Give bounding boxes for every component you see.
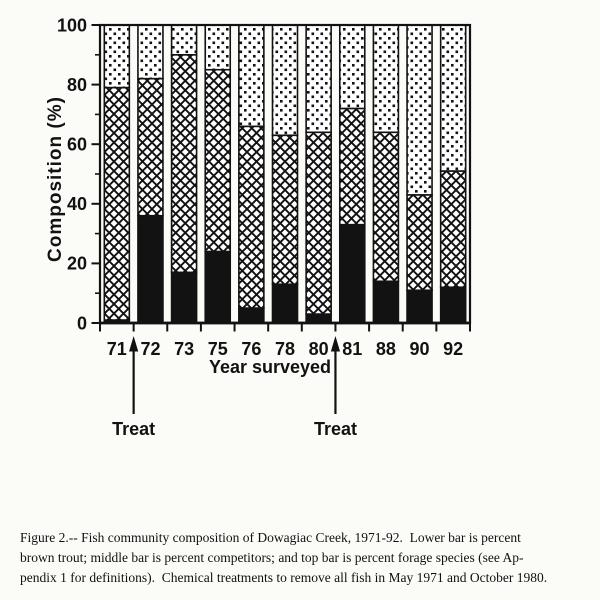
treat-annotation-label-1: Treat: [112, 419, 156, 439]
x-tick-label-73: 73: [174, 339, 194, 359]
bar-segment-81-brown-trout: [338, 223, 366, 324]
bar-segment-78-competitors: [271, 134, 299, 286]
bar-segment-81-competitors: [338, 107, 366, 226]
x-tick-label-71: 71: [107, 339, 127, 359]
caption-line-3: pendix 1 for definitions). Chemical trea…: [20, 570, 548, 585]
x-tick-label-81: 81: [342, 339, 362, 359]
y-tick-label-80: 80: [67, 75, 87, 95]
bar-segment-76-forage-species: [238, 24, 265, 128]
bar-segment-75-brown-trout: [204, 250, 232, 324]
bar-segment-90-brown-trout: [406, 289, 433, 324]
bar-segment-72-competitors: [137, 77, 164, 217]
bar-segment-80-forage-species: [305, 24, 332, 134]
bar-segment-78-brown-trout: [271, 283, 299, 324]
bar-segment-72-brown-trout: [137, 214, 164, 324]
treat-arrow-head-2: [330, 336, 341, 352]
bar-segment-88-forage-species: [372, 24, 400, 134]
bar-segment-75-forage-species: [204, 24, 232, 71]
bar-segment-88-competitors: [372, 131, 400, 283]
caption-line-2: brown trout; middle bar is percent compe…: [20, 550, 524, 565]
y-tick-label-60: 60: [67, 135, 87, 155]
bar-segment-71-forage-species: [103, 24, 131, 89]
bar-segment-92-brown-trout: [439, 286, 467, 324]
bar-segment-88-brown-trout: [372, 280, 400, 324]
bar-segment-73-brown-trout: [170, 271, 198, 324]
x-tick-label-80: 80: [309, 339, 329, 359]
bar-segment-92-competitors: [439, 170, 467, 289]
y-tick-label-100: 100: [57, 15, 87, 35]
bar-segment-73-competitors: [170, 53, 198, 274]
bar-segment-71-competitors: [103, 86, 131, 321]
x-tick-label-75: 75: [208, 339, 228, 359]
x-tick-label-90: 90: [410, 339, 430, 359]
y-tick-label-0: 0: [77, 313, 87, 333]
bar-segment-75-competitors: [204, 68, 232, 253]
bar-segment-92-forage-species: [439, 24, 467, 172]
bar-segment-76-competitors: [238, 125, 265, 309]
y-axis-title: Composition (%): [45, 96, 66, 262]
x-tick-label-78: 78: [275, 339, 295, 359]
x-tick-label-72: 72: [140, 339, 160, 359]
x-tick-label-76: 76: [241, 339, 261, 359]
x-tick-label-92: 92: [443, 339, 463, 359]
caption-line-1: Figure 2.-- Fish community composition o…: [20, 530, 521, 545]
bar-segment-72-forage-species: [137, 24, 164, 80]
bar-segment-81-forage-species: [338, 24, 366, 110]
bar-segment-78-forage-species: [271, 24, 299, 137]
figure-caption: Figure 2.-- Fish community composition o…: [20, 528, 598, 588]
y-tick-label-40: 40: [67, 194, 87, 214]
bar-segment-76-brown-trout: [238, 307, 265, 324]
y-tick-label-20: 20: [67, 254, 87, 274]
treat-arrow-head-1: [129, 336, 139, 352]
treat-annotation-label-2: Treat: [313, 419, 357, 439]
bar-segment-73-forage-species: [170, 24, 198, 56]
x-tick-label-88: 88: [376, 339, 396, 359]
bar-segment-80-competitors: [305, 131, 332, 315]
bar-segment-90-competitors: [406, 194, 433, 292]
bar-segment-90-forage-species: [406, 24, 433, 196]
x-axis-title: Year surveyed: [208, 357, 332, 377]
